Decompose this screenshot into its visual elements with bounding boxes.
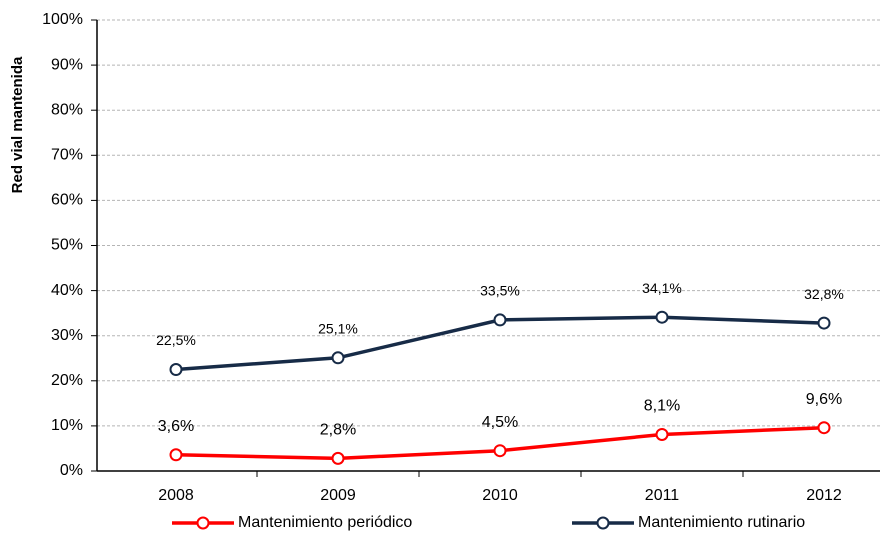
value-label: 33,5% — [480, 283, 520, 299]
point — [331, 451, 345, 465]
point — [817, 421, 831, 435]
legend-marker — [196, 516, 210, 530]
y-tick-label: 30% — [51, 327, 83, 344]
point — [493, 313, 507, 327]
legend-marker — [596, 516, 610, 530]
point — [169, 363, 183, 377]
x-tick-label: 2011 — [645, 487, 680, 504]
y-tick-label: 40% — [51, 282, 83, 299]
legend-label: Mantenimiento periódico — [238, 514, 412, 531]
y-tick-label: 50% — [51, 237, 83, 254]
y-tick-label: 10% — [51, 417, 83, 434]
value-label: 2,8% — [320, 422, 356, 439]
y-tick-label: 90% — [51, 56, 83, 73]
point — [331, 351, 345, 365]
point — [817, 316, 831, 330]
point — [493, 444, 507, 458]
x-tick-label: 2009 — [320, 487, 356, 504]
y-tick-label: 70% — [51, 147, 83, 164]
value-label: 25,1% — [318, 321, 358, 337]
x-tick-label: 2012 — [806, 487, 842, 504]
point — [169, 448, 183, 462]
y-tick-label: 60% — [51, 192, 83, 209]
value-label: 22,5% — [156, 332, 196, 348]
x-tick-label: 2008 — [158, 487, 194, 504]
value-label: 32,8% — [804, 286, 844, 302]
point — [655, 310, 669, 324]
y-tick-label: 100% — [42, 11, 83, 28]
point — [655, 427, 669, 441]
value-label: 3,6% — [158, 418, 194, 435]
y-tick-label: 0% — [60, 462, 83, 479]
value-label: 4,5% — [482, 414, 518, 431]
legend-label: Mantenimiento rutinario — [638, 514, 805, 531]
y-tick-label: 20% — [51, 372, 83, 389]
value-label: 8,1% — [644, 398, 680, 415]
value-label: 9,6% — [806, 391, 842, 408]
value-label: 34,1% — [642, 280, 682, 296]
x-tick-label: 2010 — [482, 487, 518, 504]
y-tick-label: 80% — [51, 101, 83, 118]
y-axis-label: Red vial mantenida — [9, 56, 26, 193]
